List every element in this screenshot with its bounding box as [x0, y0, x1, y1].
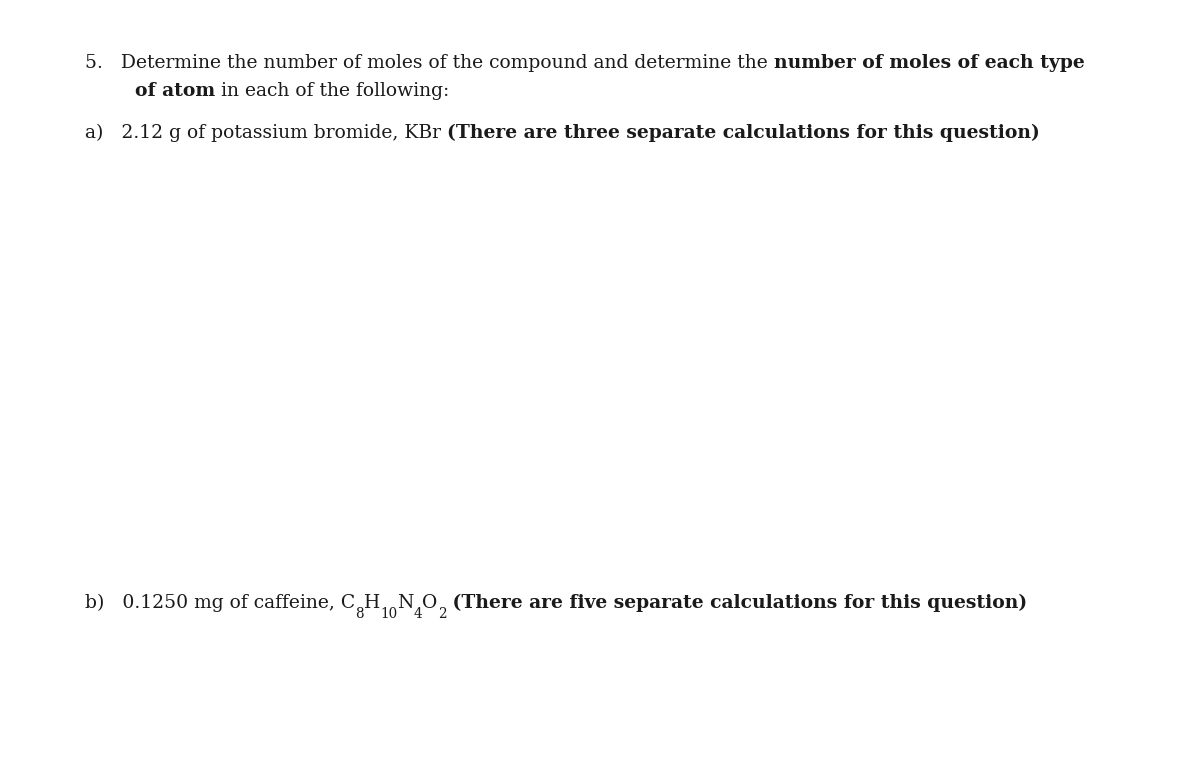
- Text: 5.   Determine the number of moles of the compound and determine the: 5. Determine the number of moles of the …: [85, 54, 774, 72]
- Text: 10: 10: [380, 607, 397, 621]
- Text: of atom: of atom: [134, 82, 215, 100]
- Text: in each of the following:: in each of the following:: [215, 82, 449, 100]
- Text: 4: 4: [414, 607, 422, 621]
- Text: a)   2.12 g of potassium bromide, KBr: a) 2.12 g of potassium bromide, KBr: [85, 124, 446, 142]
- Text: 8: 8: [355, 607, 364, 621]
- Text: 2: 2: [438, 607, 446, 621]
- Text: H: H: [364, 594, 380, 612]
- Text: (There are three separate calculations for this question): (There are three separate calculations f…: [446, 124, 1039, 142]
- Text: b)   0.1250 mg of caffeine, C: b) 0.1250 mg of caffeine, C: [85, 594, 355, 612]
- Text: (There are five separate calculations for this question): (There are five separate calculations fo…: [446, 594, 1027, 612]
- Text: number of moles of each type: number of moles of each type: [774, 54, 1085, 72]
- Text: O: O: [422, 594, 438, 612]
- Text: N: N: [397, 594, 414, 612]
